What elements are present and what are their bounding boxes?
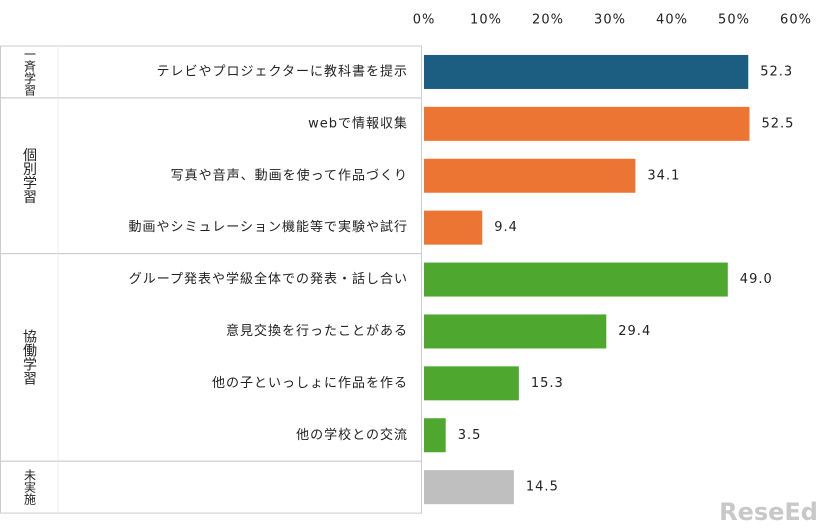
x-tick-label: 60%: [780, 13, 812, 28]
x-tick-label: 0%: [413, 13, 436, 28]
watermark: ReseEd: [719, 498, 818, 526]
bar: [424, 470, 514, 505]
value-label: 29.4: [618, 324, 651, 339]
value-label: 52.5: [762, 116, 795, 131]
bar: [424, 106, 750, 141]
x-tick-label: 30%: [594, 13, 626, 28]
bar: [424, 366, 519, 401]
x-tick-label: 40%: [656, 13, 688, 28]
value-label: 14.5: [526, 480, 559, 495]
bar: [424, 314, 607, 349]
category-label: 他の子といっしょに作品を作る: [212, 376, 408, 391]
category-label: 動画やシミュレーション機能等で実験や試行: [129, 219, 408, 235]
category-label: テレビやプロジェクターに教科書を提示: [157, 63, 408, 79]
x-tick-label: 50%: [718, 13, 750, 28]
group-label: 個別学習: [21, 148, 37, 204]
bar: [424, 418, 446, 453]
group-label: 協働学習: [21, 329, 37, 385]
value-label: 15.3: [531, 376, 564, 391]
value-label: 3.5: [458, 428, 482, 443]
value-label: 9.4: [494, 220, 518, 235]
value-label: 34.1: [647, 168, 680, 183]
value-label: 52.3: [760, 64, 793, 79]
group-label: 一斉学習: [23, 48, 37, 97]
group-label: 未実施: [23, 469, 37, 505]
group-box: [0, 460, 422, 514]
bar: [424, 54, 749, 89]
category-label: 他の学校との交流: [296, 427, 408, 443]
category-label: webで情報収集: [308, 115, 408, 131]
bar: [424, 262, 728, 297]
x-tick-label: 10%: [470, 13, 502, 28]
bar: [424, 158, 636, 193]
bar: [424, 210, 483, 245]
category-label: 意見交換を行ったことがある: [226, 323, 408, 339]
category-label: 写真や音声、動画を使って作品づくり: [171, 167, 408, 183]
category-label: グループ発表や学級全体での発表・話し合い: [129, 271, 408, 287]
x-tick-label: 20%: [532, 13, 564, 28]
value-label: 49.0: [740, 272, 773, 287]
